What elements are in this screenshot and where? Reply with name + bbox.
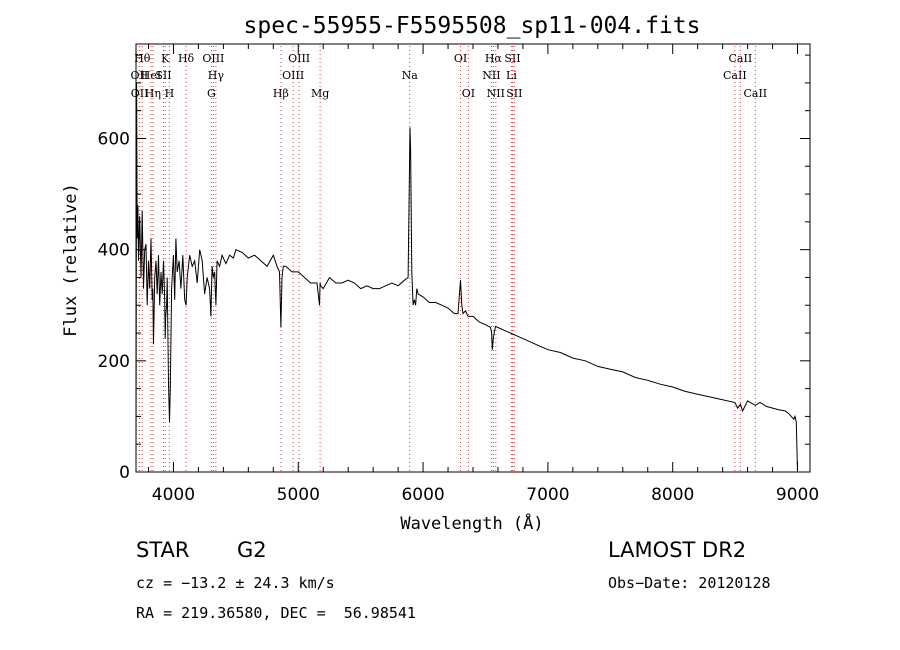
line-marker-label: OII — [131, 69, 149, 82]
line-marker-label: NII — [482, 69, 500, 82]
line-marker-label: Hη — [145, 87, 161, 100]
line-marker-label: OIII — [282, 69, 304, 82]
y-tick-label: 400 — [98, 241, 130, 261]
line-marker-label: H — [165, 87, 175, 100]
line-marker-label: Na — [402, 69, 419, 82]
line-marker-label: Hδ — [178, 52, 195, 65]
line-marker-label: NII — [487, 87, 505, 100]
survey-name: LAMOST DR2 — [608, 538, 747, 562]
line-marker-label: SII — [155, 69, 171, 82]
line-marker-label: Hα — [485, 52, 503, 65]
line-marker-label: SII — [504, 52, 520, 65]
object-class: STAR — [136, 538, 190, 562]
line-marker-label: OI — [454, 52, 467, 65]
observation-date: Obs−Date: 20120128 — [608, 574, 771, 592]
line-marker-label: CaII — [723, 69, 747, 82]
x-tick-label: 6000 — [401, 485, 444, 505]
redshift-velocity: cz = −13.2 ± 24.3 km/s — [136, 574, 335, 592]
line-marker-label: CaII — [743, 87, 767, 100]
line-marker-label: HeI — [141, 69, 161, 82]
line-marker-label: OII — [131, 87, 149, 100]
line-marker-label: SII — [506, 87, 522, 100]
spectrum-series-line — [135, 82, 798, 473]
x-tick-label: 9000 — [776, 485, 819, 505]
line-marker-label: Hβ — [273, 87, 289, 100]
line-marker-label: Hγ — [208, 69, 225, 82]
line-marker-label: Li — [506, 69, 517, 82]
y-axis-label: Flux (relative) — [61, 183, 81, 337]
emission-line-markers — [138, 46, 756, 472]
y-tick-label: 200 — [98, 352, 130, 372]
x-tick-label: 5000 — [277, 485, 320, 505]
line-marker-label: OI — [462, 87, 475, 100]
object-subclass: G2 — [237, 538, 267, 562]
x-tick-label: 8000 — [651, 485, 694, 505]
x-axis-ticks: 4000 5000 6000 7000 8000 9000 — [147, 44, 819, 505]
line-marker-label: G — [207, 87, 216, 100]
x-axis-label: Wavelength (Å) — [400, 512, 543, 534]
x-tick-label: 7000 — [526, 485, 569, 505]
line-marker-label: Mg — [311, 87, 329, 100]
line-marker-label: OIII — [288, 52, 310, 65]
plot-frame — [135, 43, 811, 473]
y-tick-label: 0 — [119, 463, 130, 483]
line-marker-label: OIII — [202, 52, 224, 65]
sky-coordinates: RA = 219.36580, DEC = 56.98541 — [136, 604, 416, 622]
y-axis-ticks: 0 200 400 600 — [98, 54, 810, 483]
x-tick-label: 4000 — [152, 485, 195, 505]
y-tick-label: 600 — [98, 129, 130, 149]
line-marker-label: CaII — [729, 52, 753, 65]
line-marker-label: Hθ — [134, 52, 151, 65]
line-marker-label: K — [161, 52, 170, 65]
chart-title: spec-55955-F5595508_sp11-004.fits — [244, 13, 701, 39]
